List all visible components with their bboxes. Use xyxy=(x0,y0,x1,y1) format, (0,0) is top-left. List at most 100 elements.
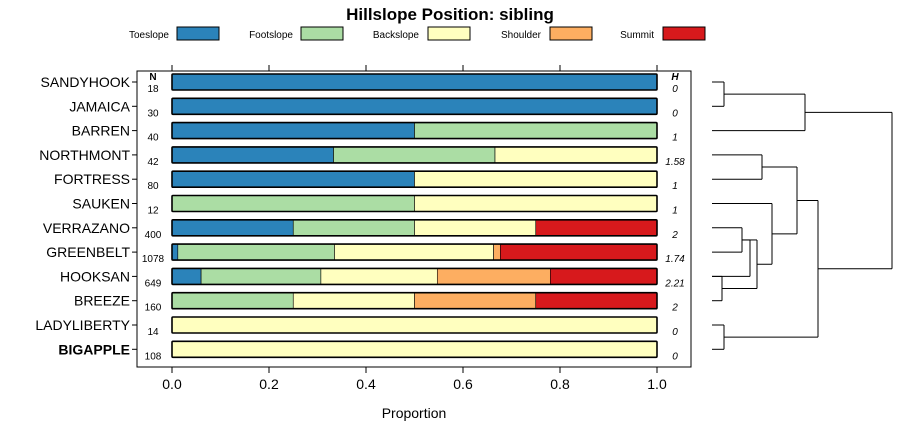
bar-segment-summit xyxy=(535,219,658,237)
n-value: 649 xyxy=(145,278,162,289)
bar-outline xyxy=(171,267,658,286)
h-value: 0 xyxy=(672,108,678,119)
row-barren: BARREN 40 1 xyxy=(72,121,678,144)
bar-segment-summit xyxy=(535,292,658,310)
bar-segment-toeslope xyxy=(171,268,202,285)
h-value: 2 xyxy=(671,303,678,314)
h-value: 1 xyxy=(672,181,678,192)
legend-swatch xyxy=(176,26,220,41)
bar-segment-toeslope xyxy=(171,243,179,261)
bar-segment-footslope xyxy=(414,122,658,139)
n-value: 1078 xyxy=(142,254,165,265)
h-value: 2 xyxy=(671,230,678,241)
x-tick-label: 0.8 xyxy=(550,376,570,392)
bar-segment-backslope xyxy=(334,243,494,261)
n-value: 30 xyxy=(147,108,159,119)
bar-segment-toeslope xyxy=(171,219,294,237)
h-value: 1.74 xyxy=(665,254,685,265)
n-value: 12 xyxy=(147,206,159,217)
row-sauken: SAUKEN 12 1 xyxy=(72,194,678,217)
row-bigapple: BIGAPPLE 108 0 xyxy=(58,340,678,362)
bar-segment-footslope xyxy=(292,219,415,237)
rows: SANDYHOOK 18 0 JAMAICA 30 0 BARREN 40 1 NORTHMONT… xyxy=(35,73,685,362)
legend-label: Backslope xyxy=(373,30,420,41)
n-value: 14 xyxy=(147,327,159,338)
x-axis-label: Proportion xyxy=(382,405,447,421)
plot-area: 0.0 0.2 0.4 0.6 0.8 1.0 SANDYHOOK 18 0 JAMAICA 30 0… xyxy=(35,65,692,392)
bar-segment-backslope xyxy=(171,316,658,334)
legend-label: Summit xyxy=(620,30,654,41)
category-label: NORTHMONT xyxy=(39,147,130,163)
h-value: 0 xyxy=(672,351,678,362)
category-label: BARREN xyxy=(72,123,130,139)
row-greenbelt: GREENBELT 1078 1.74 xyxy=(46,243,685,265)
bar-outline xyxy=(171,121,658,140)
row-sandyhook: SANDYHOOK 18 0 xyxy=(41,73,678,95)
n-value: 42 xyxy=(147,157,159,168)
legend-swatch xyxy=(427,26,471,41)
legend-label: Footslope xyxy=(249,30,293,41)
row-fortress: FORTRESS 80 1 xyxy=(54,170,678,192)
category-label: SANDYHOOK xyxy=(41,74,131,90)
h-value: 1 xyxy=(672,133,678,144)
row-hooksan: HOOKSAN 649 2.21 xyxy=(60,267,685,289)
category-label: BREEZE xyxy=(74,293,130,309)
bar-segment-footslope xyxy=(177,243,335,261)
bar-segment-toeslope xyxy=(171,170,415,188)
bar-segment-footslope xyxy=(200,268,322,285)
h-header: H xyxy=(671,72,679,83)
bar-outline xyxy=(171,340,658,359)
legend-item-summit: Summit xyxy=(620,26,706,41)
h-value: 2.21 xyxy=(664,278,684,289)
bar-outline xyxy=(171,291,658,310)
category-label: GREENBELT xyxy=(46,244,130,260)
bar-segment-shoulder xyxy=(414,292,537,310)
bar-outline xyxy=(171,73,658,91)
category-label: FORTRESS xyxy=(54,171,130,187)
legend-label: Shoulder xyxy=(501,30,542,41)
bar-outline xyxy=(171,97,658,116)
category-label: JAMAICA xyxy=(69,98,130,114)
x-tick-label: 0.0 xyxy=(162,376,182,392)
row-northmont: NORTHMONT 42 1.58 xyxy=(39,146,685,168)
bar-segment-shoulder xyxy=(493,243,501,261)
n-value: 108 xyxy=(145,351,162,362)
legend-swatch xyxy=(662,26,706,41)
x-tick-label: 0.2 xyxy=(259,376,279,392)
row-breeze: BREEZE 160 2 xyxy=(74,291,678,314)
n-value: 160 xyxy=(145,303,162,314)
bar-segment-backslope xyxy=(414,195,658,212)
n-value: 400 xyxy=(145,230,162,241)
legend: Toeslope Footslope Backslope Shoulder Summit xyxy=(129,26,706,41)
chart-title: Hillslope Position: sibling xyxy=(346,5,554,24)
x-tick-label: 0.4 xyxy=(356,376,376,392)
h-value: 0 xyxy=(672,84,678,95)
h-value: 0 xyxy=(672,327,678,338)
bar-segment-toeslope xyxy=(171,146,334,164)
bar-segment-footslope xyxy=(171,195,415,212)
row-verrazano: VERRAZANO 400 2 xyxy=(43,219,678,241)
bar-segment-shoulder xyxy=(436,268,551,285)
x-tick-label: 1.0 xyxy=(647,376,667,392)
legend-item-shoulder: Shoulder xyxy=(501,26,593,41)
legend-item-toeslope: Toeslope xyxy=(129,26,220,41)
legend-item-footslope: Footslope xyxy=(249,26,344,41)
bar-segment-footslope xyxy=(333,146,496,164)
bar-segment-backslope xyxy=(171,340,658,358)
bar-segment-footslope xyxy=(171,292,294,310)
x-tick-label: 0.6 xyxy=(453,376,473,392)
category-label: BIGAPPLE xyxy=(58,341,130,357)
bar-segment-backslope xyxy=(414,170,658,188)
h-value: 1.58 xyxy=(665,157,685,168)
category-label: LADYLIBERTY xyxy=(35,317,130,333)
bar-segment-summit xyxy=(549,268,658,285)
bar-segment-toeslope xyxy=(171,122,415,139)
bar-outline xyxy=(171,146,658,164)
row-jamaica: JAMAICA 30 0 xyxy=(69,97,678,119)
bar-outline xyxy=(171,170,658,188)
plot-frame xyxy=(136,70,692,368)
n-value: 40 xyxy=(147,133,159,144)
h-value: 1 xyxy=(672,206,678,217)
bar-segment-backslope xyxy=(414,219,537,237)
